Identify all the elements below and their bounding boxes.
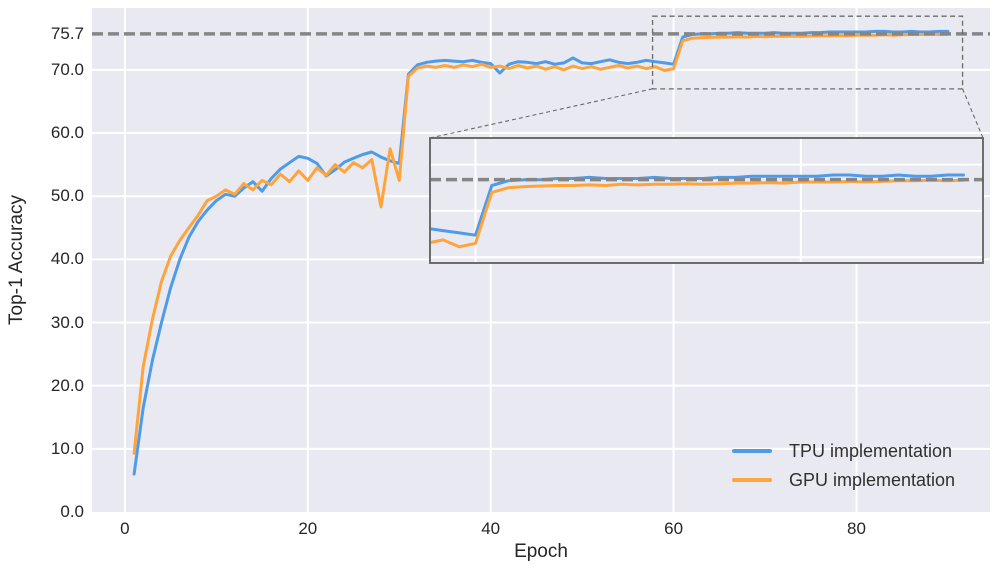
legend-label-gpu: GPU implementation xyxy=(789,469,956,490)
y-axis-label: Top-1 Accuracy xyxy=(6,195,27,325)
x-tick-label: 60 xyxy=(664,519,684,538)
y-tick-label: 75.7 xyxy=(50,23,84,43)
inset-border xyxy=(429,137,984,264)
inset-gpu-line xyxy=(430,178,965,249)
zoom-source-rectangle xyxy=(651,15,964,90)
legend-item-gpu: GPU implementation xyxy=(732,469,955,491)
legend-item-tpu: TPU implementation xyxy=(732,440,955,462)
x-axis-label: Epoch xyxy=(514,541,568,562)
inset-gridlines xyxy=(430,138,983,263)
inset-series-lines xyxy=(430,173,965,249)
inset-background xyxy=(430,138,983,263)
legend: TPU implementation GPU implementation xyxy=(732,440,955,491)
x-tick-label: 40 xyxy=(481,519,501,538)
y-tick-label: 60.0 xyxy=(50,123,84,143)
tpu-line-sample xyxy=(732,449,772,453)
y-tick-label: 10.0 xyxy=(50,438,84,458)
x-tick-label: 20 xyxy=(298,519,318,538)
x-tick-label: 80 xyxy=(847,519,866,538)
zoom-connector-left xyxy=(429,88,653,139)
y-tick-label: 20.0 xyxy=(50,375,84,395)
y-tick-label: 50.0 xyxy=(50,186,84,206)
y-tick-label: 70.0 xyxy=(50,59,84,79)
y-tick-label: 0.0 xyxy=(60,502,84,521)
zoom-inset xyxy=(429,137,984,264)
zoom-connector-right xyxy=(962,88,984,139)
gpu-accuracy-line xyxy=(132,32,950,455)
legend-label-tpu: TPU implementation xyxy=(789,440,953,461)
y-tick-label: 40.0 xyxy=(50,249,84,269)
y-tick-label: 30.0 xyxy=(50,312,84,332)
gpu-line-sample xyxy=(732,478,772,482)
x-tick-label: 0 xyxy=(120,519,130,538)
inset-tpu-line xyxy=(430,173,965,237)
